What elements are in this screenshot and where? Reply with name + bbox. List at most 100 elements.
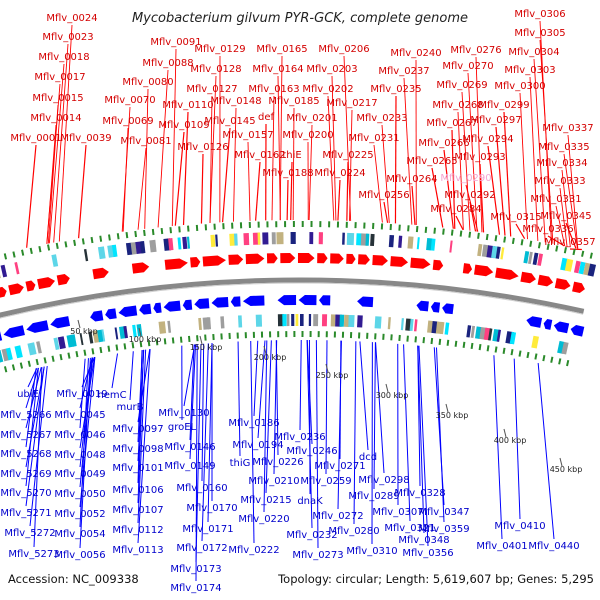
inner-tick-mark: [542, 354, 546, 362]
connector-line-bottom: [207, 343, 213, 523]
connector-line-bottom: [359, 341, 369, 451]
connector-line-top: [561, 169, 571, 248]
connector-line-top: [563, 153, 578, 249]
feature-track-outer: [407, 236, 414, 249]
gene-label-top: Mflv_0303: [504, 65, 555, 76]
gene-labels: Mflv_0024 Mflv_0023 Mflv_0018 Mflv_0017 Mflv…: [0, 9, 595, 594]
reverse-gene-arrow: [182, 299, 193, 311]
outer-tick-mark: [529, 240, 533, 247]
label-connector-lines: [25, 20, 582, 582]
gene-label-top: Mflv_0264: [386, 174, 437, 185]
gene-label-top: Mflv_0335: [538, 142, 589, 153]
gene-label-top: Mflv_0293: [454, 152, 505, 163]
reverse-gene-arrow: [50, 316, 71, 329]
gene-label-bottom: dcd: [359, 452, 377, 463]
forward-gene-arrow: [462, 263, 473, 274]
gene-label-top: Mflv_0345: [540, 211, 591, 222]
connector-line-bottom: [493, 355, 503, 540]
forward-gene-arrow: [474, 264, 494, 277]
forward-gene-arrow: [537, 274, 554, 287]
connector-line-bottom: [253, 340, 259, 417]
gene-label-top: Mflv_0091: [150, 37, 201, 48]
feature-track-inner: [158, 321, 167, 334]
feature-track-inner: [220, 316, 225, 329]
gene-label-bottom: Mflv_0289: [348, 491, 399, 502]
connector-line-top: [292, 107, 295, 221]
connector-line-top: [308, 124, 313, 221]
outer-tick-mark: [520, 239, 524, 246]
gene-label-top: Mflv_0080: [122, 77, 173, 88]
outer-tick-mark: [459, 230, 463, 237]
forward-gene-arrow: [330, 253, 344, 264]
inner-tick-mark: [123, 343, 127, 350]
kbp-scale-labels: 50 kbp 100 kbp 150 kbp 200 kbp 250 kbp 300 kb…: [70, 319, 582, 474]
feature-track-outer: [370, 233, 375, 247]
feature-track-inner: [237, 315, 243, 328]
connector-line-top: [144, 88, 149, 229]
connector-line-top: [58, 24, 73, 242]
forward-gene-arrow: [432, 259, 444, 271]
inner-tick-mark: [115, 344, 119, 351]
outer-tick-mark: [424, 226, 428, 233]
outer-tick-mark: [3, 253, 8, 260]
outer-tick-mark: [116, 233, 120, 240]
feature-track-inner: [36, 341, 42, 354]
feature-track-inner: [70, 334, 77, 347]
gene-label-bottom: Mflv_0107: [112, 505, 163, 516]
connector-line-bottom: [250, 340, 255, 544]
gene-label-bottom: Mflv_0048: [54, 450, 105, 461]
kbp-label: 100 kbp: [129, 335, 162, 344]
connector-line-top: [479, 163, 485, 233]
gene-label-bottom: Mflv_0130: [158, 408, 209, 419]
gene-label-bottom: Mflv_0259: [300, 476, 351, 487]
connector-line-top: [200, 153, 204, 224]
connector-line-top: [53, 43, 69, 243]
genome-ring: [0, 221, 593, 373]
reverse-gene-arrow: [553, 321, 570, 334]
gene-label-bottom: dnaK: [297, 496, 323, 507]
gene-label-top: Mflv_0206: [318, 44, 369, 55]
gene-label-bottom: Mflv_0356: [402, 548, 453, 559]
kbp-label: 150 kbp: [190, 343, 223, 352]
feature-track-inner: [123, 325, 129, 339]
feature-track-inner: [167, 320, 172, 333]
outer-tick-mark: [160, 227, 164, 235]
connector-line-top: [461, 91, 471, 231]
feature-track-outer: [398, 235, 403, 248]
gene-label-bottom: Mflv_0236: [274, 432, 325, 443]
reverse-gene-arrow: [194, 298, 210, 309]
reverse-gene-arrow: [430, 302, 441, 313]
inner-tick-mark: [59, 353, 63, 361]
gene-label-top: Mflv_0088: [142, 58, 193, 69]
connector-line-bottom: [79, 357, 94, 488]
reverse-gene-arrow: [416, 300, 429, 312]
gene-label-bottom: Mflv_5268: [0, 449, 51, 460]
feature-track-outer: [532, 252, 539, 266]
gene-label-top: Mflv_0233: [356, 113, 407, 124]
gene-label-top: Mflv_0069: [102, 116, 153, 127]
gene-label-bottom: Mflv_0194: [232, 440, 283, 451]
gene-label-top: Mflv_0300: [494, 81, 545, 92]
outer-tick-mark: [563, 247, 567, 254]
inner-tick-mark: [502, 347, 506, 354]
feature-track-inner: [114, 327, 119, 340]
feature-track-inner: [57, 336, 66, 350]
gene-label-bottom: ubiE: [17, 389, 39, 400]
connector-line-top: [487, 145, 501, 235]
feature-track-inner: [5, 347, 13, 361]
feature-track-inner: [300, 314, 304, 327]
gene-label-top: Mflv_0268: [432, 100, 483, 111]
feature-track-inner: [427, 320, 433, 333]
gene-label-bottom: murB: [116, 402, 143, 413]
gene-label-bottom: Mflv_0222: [228, 545, 279, 556]
connector-line-top: [495, 126, 506, 236]
reverse-gene-arrow: [230, 296, 241, 307]
gene-label-top: Mflv_0331: [530, 194, 581, 205]
feature-track-outer: [578, 261, 586, 275]
outer-tick-mark: [468, 231, 472, 238]
gene-label-bottom: Mflv_0160: [176, 483, 227, 494]
connector-line-top: [182, 111, 189, 226]
connector-line-top: [337, 179, 341, 221]
feature-track-inner: [409, 318, 414, 332]
gene-label-top: Mflv_0165: [256, 44, 307, 55]
